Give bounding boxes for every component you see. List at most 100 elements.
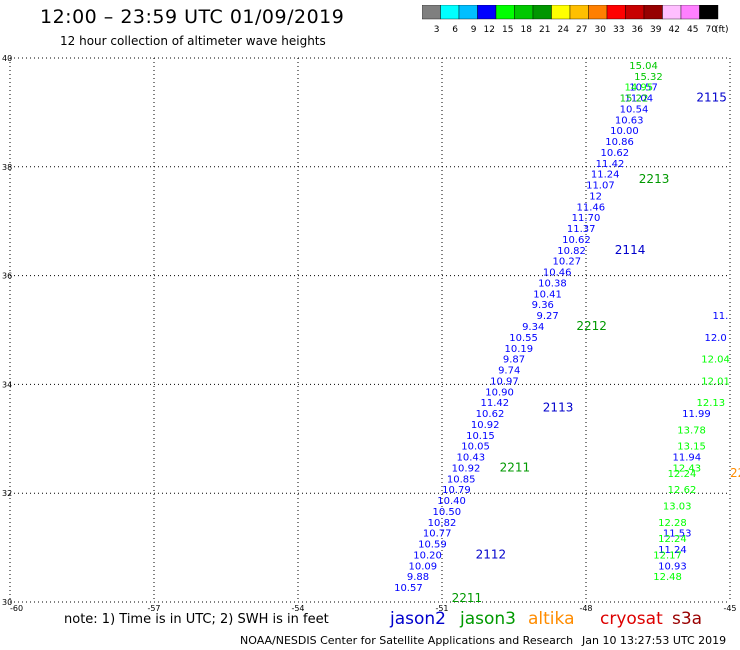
- pass-time-label: 2113: [543, 401, 574, 415]
- data-point-label: 10.57: [629, 83, 658, 94]
- x-tick-label: -60: [10, 604, 23, 613]
- data-point-label: 10.41: [533, 289, 562, 300]
- data-point-label: 10.59: [418, 540, 447, 551]
- data-point-label: 12.48: [653, 572, 682, 583]
- data-point-label: 10.90: [485, 387, 514, 398]
- data-point-label: 10.82: [428, 518, 457, 529]
- data-point-label: 12.01: [701, 376, 730, 387]
- data-point-label: 10.86: [605, 137, 634, 148]
- data-point-label: 11.24: [591, 170, 620, 181]
- colorbar-label: 3: [434, 25, 440, 35]
- footer-credit: NOAA/NESDIS Center for Satellite Applica…: [240, 634, 574, 647]
- data-point-label: 10.77: [423, 529, 452, 540]
- data-point-label: 12: [589, 191, 602, 202]
- colorbar-label: 33: [613, 25, 624, 35]
- y-tick-label: 40: [2, 54, 12, 63]
- pass-time-label: 2115: [696, 91, 727, 105]
- x-tick-label: -57: [147, 604, 160, 613]
- data-point-label: 9.87: [503, 355, 525, 366]
- pass-time-label: 2211: [500, 460, 531, 474]
- data-point-label: 11.07: [586, 181, 615, 192]
- data-point-label: 11.: [712, 311, 728, 322]
- data-point-label: 10.62: [562, 235, 591, 246]
- data-point-label: 12.28: [658, 518, 687, 529]
- data-point-label: 10.43: [456, 453, 485, 464]
- data-point-label: 15.22: [620, 94, 649, 105]
- data-point-label: 10.20: [413, 550, 442, 561]
- chart-subtitle: 12 hour collection of altimeter wave hei…: [60, 34, 326, 48]
- note-text: note: 1) Time is in UTC; 2) SWH is in fe…: [64, 612, 329, 627]
- data-point-label: 10.92: [471, 420, 500, 431]
- data-point-label: 10.55: [509, 333, 538, 344]
- data-point-label: 12.24: [658, 534, 687, 545]
- data-point-label: 10.85: [447, 474, 476, 485]
- data-point-label: 15.32: [634, 72, 663, 83]
- data-point-label: 11.94: [672, 453, 701, 464]
- data-point-label: 10.09: [408, 561, 437, 572]
- data-point-label: 15.04: [629, 61, 658, 72]
- data-point-label: 12.04: [701, 355, 730, 366]
- data-point-label: 12.43: [672, 463, 701, 474]
- x-tick-label: -54: [291, 604, 304, 613]
- colorbar-swatch: [699, 5, 719, 20]
- legend-altika: altika: [528, 609, 575, 629]
- data-point-label: 10.05: [461, 442, 490, 453]
- data-point-label: 12.0: [704, 333, 726, 344]
- data-point-label: 10.57: [394, 583, 423, 594]
- data-point-label: 10.82: [557, 246, 586, 257]
- data-point-label: 12.62: [668, 485, 697, 496]
- colorbar-label: 6: [452, 25, 458, 35]
- data-point-label: 9.88: [407, 572, 429, 583]
- colorbar-label: 30: [595, 25, 607, 35]
- colorbar-label: 39: [650, 25, 662, 35]
- pass-time-label: 22: [730, 466, 740, 480]
- colorbar-unit: (ft): [715, 25, 729, 35]
- data-point-label: 13.78: [677, 425, 706, 436]
- color-legend: 3 6 9 12 15 18 21 24 27 30 33 36 39 42 45 70(ft): [422, 5, 729, 35]
- data-point-label: 11.37: [567, 224, 596, 235]
- colorbar-label: 42: [669, 25, 680, 35]
- data-point-label: 10.97: [490, 376, 519, 387]
- data-point-label: 10.50: [432, 507, 461, 518]
- data-point-label: 12.13: [696, 398, 725, 409]
- x-tick-label: -51: [435, 604, 448, 613]
- data-point-label: 13.15: [677, 442, 706, 453]
- data-point-label: 11.42: [480, 398, 509, 409]
- colorbar-label: 45: [687, 25, 698, 35]
- data-point-label: 14.95: [624, 83, 653, 94]
- colorbar-label: 21: [539, 25, 550, 35]
- data-point-label: 10.63: [615, 115, 644, 126]
- data-point-label: 10.00: [610, 126, 639, 137]
- colorbar-label: 9: [471, 25, 477, 35]
- data-point-label: 9.34: [522, 322, 544, 333]
- data-point-label: 11.04: [624, 94, 653, 105]
- data-point-label: 10.19: [504, 344, 533, 355]
- colorbar-label: 27: [576, 25, 587, 35]
- data-point-label: 10.93: [658, 561, 687, 572]
- colorbar-label: 18: [521, 25, 533, 35]
- data-point-label: 10.62: [600, 148, 629, 159]
- data-point-label: 10.92: [452, 463, 481, 474]
- pass-time-label: 2114: [615, 243, 646, 257]
- legend-jason3: jason3: [460, 609, 516, 629]
- data-point-label: 9.36: [532, 300, 554, 311]
- colorbar-label: 12: [484, 25, 495, 35]
- colorbar-label: 70: [706, 25, 718, 35]
- data-point-label: 10.62: [476, 409, 505, 420]
- colorbar-label: 15: [502, 25, 513, 35]
- data-point-label: 11.46: [576, 202, 605, 213]
- data-point-label: 11.42: [596, 159, 625, 170]
- data-point-label: 11.24: [658, 545, 687, 556]
- data-point-label: 13.03: [663, 502, 692, 513]
- pass-time-label: 2213: [639, 172, 670, 186]
- colorbar-label: 24: [558, 25, 570, 35]
- x-tick-label: -45: [723, 604, 736, 613]
- pass-time-label: 2212: [576, 319, 607, 333]
- legend-s3a: s3a: [672, 609, 703, 629]
- y-tick-label: 30: [2, 598, 12, 607]
- data-point-label: 12.17: [653, 550, 682, 561]
- chart-title: 12:00 – 23:59 UTC 01/09/2019: [40, 6, 345, 28]
- data-point-label: 10.38: [538, 278, 567, 289]
- y-tick-label: 38: [2, 163, 12, 172]
